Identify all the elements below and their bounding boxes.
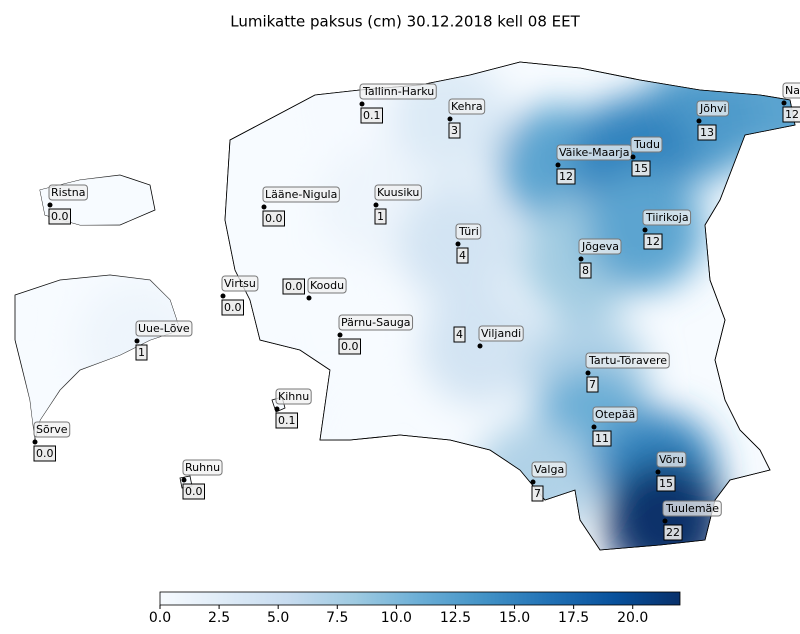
colorbar-tick-label: 0.0 <box>149 610 171 626</box>
station-name: Lääne-Nigula <box>265 188 337 201</box>
station-value: 4 <box>459 249 466 262</box>
station-dot <box>48 203 53 208</box>
station-dot <box>631 155 636 160</box>
station-value: 0.0 <box>285 280 303 293</box>
station-dot <box>33 440 38 445</box>
station-dot <box>663 519 668 524</box>
station-value: 15 <box>659 477 673 490</box>
station-name: Jõgeva <box>581 240 619 253</box>
station-dot <box>262 205 267 210</box>
station-dot <box>135 339 140 344</box>
station-value: 0.1 <box>278 414 296 427</box>
station-value: 13 <box>700 126 714 139</box>
station-value: 0.0 <box>185 485 203 498</box>
colorbar-tick-label: 5.0 <box>267 610 289 626</box>
station-value: 0.0 <box>265 212 283 225</box>
station-name: Jõhvi <box>699 102 727 115</box>
snow-blob <box>0 145 110 265</box>
station-value: 7 <box>534 487 541 500</box>
station-dot <box>531 480 536 485</box>
station-value: 3 <box>451 124 458 137</box>
station-dot <box>782 101 787 106</box>
station-name: Kuusiku <box>377 186 419 199</box>
colorbar-tick-label: 2.5 <box>208 610 230 626</box>
station-name: Türi <box>458 225 479 238</box>
station-name: Koodu <box>310 279 344 292</box>
station-dot <box>556 163 561 168</box>
station-dot <box>182 478 187 483</box>
station-value: 7 <box>589 378 596 391</box>
station-dot <box>579 257 584 262</box>
station-name: Ristna <box>51 186 85 199</box>
colorbar-tick-label: 17.5 <box>558 610 589 626</box>
station-value: 12 <box>646 235 660 248</box>
station-value: 12 <box>559 170 573 183</box>
colorbar <box>160 592 680 605</box>
station-dot <box>586 371 591 376</box>
station-value: 11 <box>595 432 609 445</box>
station-name: Uue-Lõve <box>138 322 190 335</box>
station-name: Võru <box>659 453 684 466</box>
station-value: 12 <box>785 108 799 121</box>
station-value: 22 <box>666 526 680 539</box>
station-name: Sõrve <box>36 423 68 436</box>
station-name: Virtsu <box>224 277 256 290</box>
station-dot <box>643 228 648 233</box>
station-value: 4 <box>456 328 463 341</box>
station-value: 0.0 <box>341 340 359 353</box>
station-dot <box>338 333 343 338</box>
station-dot <box>307 296 312 301</box>
station-dot <box>656 470 661 475</box>
station-value: 1 <box>138 346 145 359</box>
station-name: Pärnu-Sauga <box>341 316 411 329</box>
station-name: Ruhnu <box>185 461 220 474</box>
station-dot <box>592 425 597 430</box>
station-dot <box>478 344 483 349</box>
station-name: Valga <box>534 463 564 476</box>
station-name: Kehra <box>451 100 483 113</box>
station-dot <box>221 294 226 299</box>
station-name: Viljandi <box>481 327 521 340</box>
station-value: 8 <box>582 264 589 277</box>
station-value: 0.1 <box>363 109 381 122</box>
station-dot <box>697 119 702 124</box>
snow-blob <box>0 382 95 502</box>
colorbar-tick-label: 20.0 <box>617 610 648 626</box>
station-value: 0.0 <box>36 447 54 460</box>
station-name: Väike-Maarja <box>559 146 629 159</box>
colorbar-tick-label: 12.5 <box>440 610 471 626</box>
station-name: Tiirikoja <box>645 211 689 224</box>
station-dot <box>448 117 453 122</box>
station-name: Tuulemäe <box>665 502 719 515</box>
station-name: Narva <box>785 84 800 97</box>
colorbar-ticks: 0.0 2.5 5.0 7.5 10.0 12.5 15.0 17.5 20.0 <box>149 605 648 626</box>
station-name: Tallinn-Harku <box>362 85 434 98</box>
colorbar-tick-label: 7.5 <box>326 610 348 626</box>
station-value: 0.0 <box>51 210 69 223</box>
station-value: 0.0 <box>224 301 242 314</box>
colorbar-tick-label: 15.0 <box>499 610 530 626</box>
station-name: Kihnu <box>278 390 309 403</box>
station-name: Tudu <box>633 138 660 151</box>
station-dot <box>275 407 280 412</box>
station-name: Otepää <box>595 408 635 421</box>
station-name: Tartu-Tõravere <box>588 354 667 367</box>
station-dot <box>456 242 461 247</box>
station-value: 15 <box>634 162 648 175</box>
colorbar-tick-label: 10.0 <box>381 610 412 626</box>
station-dot <box>360 102 365 107</box>
station-dot <box>374 203 379 208</box>
station-value: 1 <box>377 210 384 223</box>
map-title: Lumikatte paksus (cm) 30.12.2018 kell 08… <box>230 13 580 31</box>
